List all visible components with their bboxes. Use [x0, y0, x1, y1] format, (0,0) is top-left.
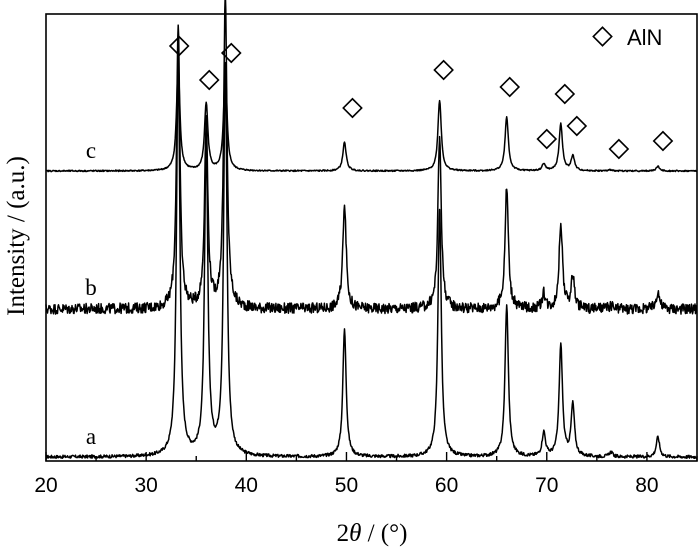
y-axis-title: Intensity / (a.u.) [3, 156, 30, 316]
aln-diamond-marker [608, 138, 630, 160]
series-line-c [45, 64, 698, 173]
series-label-b: b [85, 275, 97, 300]
x-axis-title: 2θ / (°) [337, 520, 408, 547]
series-label-a: a [86, 424, 96, 449]
aln-diamond-marker [566, 115, 588, 137]
x-tick-label: 60 [435, 474, 458, 497]
legend-label: AlN [627, 25, 662, 50]
aln-diamond-marker [198, 69, 220, 91]
x-tick-label: 50 [335, 474, 358, 497]
aln-diamond-marker [554, 83, 576, 105]
aln-diamond-marker [220, 42, 242, 64]
legend: AlN [592, 25, 662, 50]
x-axis-title-prefix: 2 [337, 520, 350, 547]
x-axis-title-symbol: θ [349, 520, 361, 547]
aln-diamond-marker [536, 128, 558, 150]
x-tick-label: 40 [235, 474, 258, 497]
aln-diamond-marker [652, 130, 674, 152]
x-tick-label: 70 [535, 474, 558, 497]
x-axis-ticks: 20 30 40 50 60 70 80 [34, 452, 698, 497]
x-axis-title-suffix: / (°) [361, 520, 407, 547]
series-line-b [45, 0, 698, 315]
plot-frame [45, 13, 698, 462]
series-label-c: c [86, 138, 96, 163]
aln-diamond-marker [168, 35, 190, 57]
x-tick-label: 20 [34, 474, 57, 497]
aln-diamond-marker [499, 76, 521, 98]
aln-diamond-marker [433, 59, 454, 81]
legend-diamond-marker [592, 26, 613, 47]
aln-diamond-marker [342, 97, 363, 119]
series-group: a b c [45, 0, 698, 460]
phase-markers [168, 35, 674, 160]
x-tick-label: 30 [134, 474, 157, 497]
series-line-a [45, 56, 698, 460]
x-tick-label: 80 [635, 474, 658, 497]
